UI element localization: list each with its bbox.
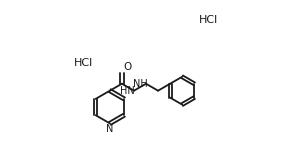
- Text: HCl: HCl: [74, 58, 93, 68]
- Text: N: N: [106, 124, 114, 134]
- Text: O: O: [123, 62, 132, 72]
- Text: HCl: HCl: [199, 15, 218, 25]
- Text: NH: NH: [133, 79, 148, 89]
- Text: HN: HN: [120, 86, 135, 96]
